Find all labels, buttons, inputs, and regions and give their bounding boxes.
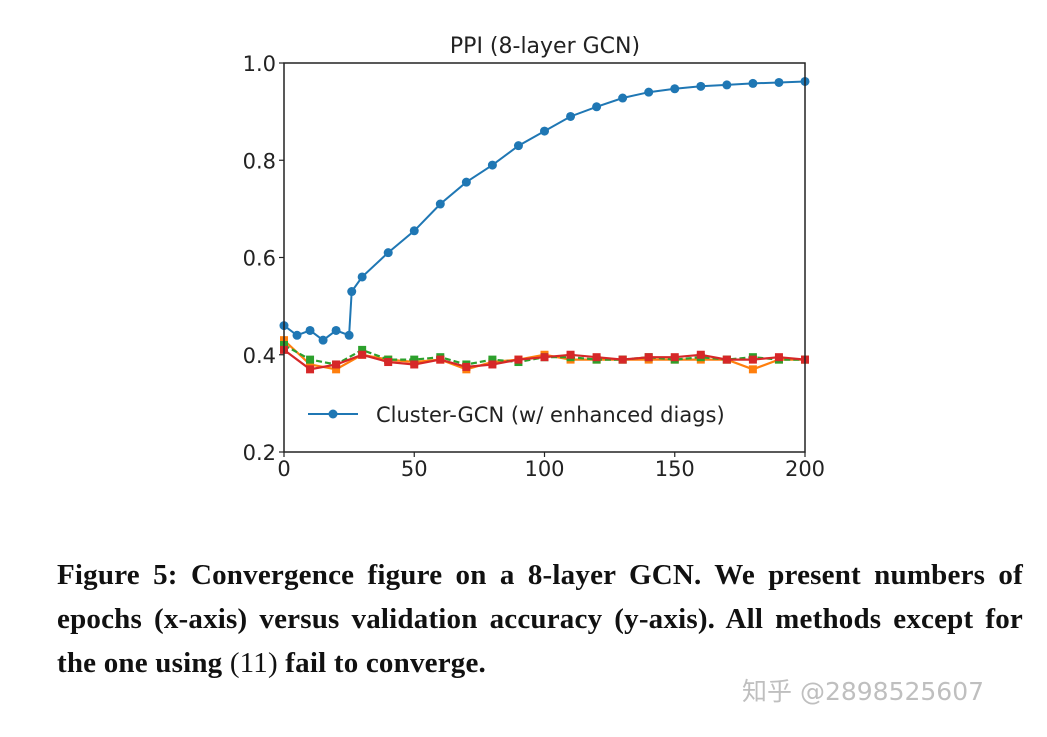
y-axis: 0.2 0.4 0.6 0.8 1.0 <box>243 52 284 465</box>
x-tick-label: 100 <box>524 457 564 481</box>
data-point <box>513 141 523 151</box>
y-tick-label: 0.8 <box>243 149 276 173</box>
legend-label: Cluster-GCN (w/ enhanced diags) <box>376 403 725 427</box>
watermark: 知乎 @2898525607 <box>742 677 985 706</box>
data-point <box>436 355 445 364</box>
data-point <box>488 355 497 364</box>
data-point <box>696 81 706 91</box>
x-tick-label: 200 <box>785 457 825 481</box>
data-point <box>696 350 705 359</box>
data-point <box>540 126 549 136</box>
data-point <box>409 226 419 236</box>
data-point <box>566 111 576 121</box>
x-tick-label: 50 <box>401 457 428 481</box>
data-point <box>332 360 341 369</box>
plot-area <box>279 76 810 374</box>
data-point <box>487 160 497 170</box>
data-point <box>358 350 367 359</box>
data-point <box>722 80 732 90</box>
data-point <box>748 78 758 88</box>
chart-title: PPI (8-layer GCN) <box>450 34 640 59</box>
data-point <box>383 248 393 258</box>
y-tick-label: 0.6 <box>243 247 276 271</box>
figure-caption: Figure 5: Convergence figure on a 8-laye… <box>57 553 1023 685</box>
data-point <box>644 87 654 97</box>
x-axis: 0 50 100 150 200 <box>277 452 825 481</box>
data-point <box>618 93 628 103</box>
data-point <box>306 355 315 364</box>
data-point <box>774 77 784 87</box>
data-point <box>488 360 497 369</box>
x-tick-label: 0 <box>277 457 290 481</box>
data-point <box>592 353 601 362</box>
caption-equation-ref: (11) <box>229 647 278 679</box>
plot-frame <box>283 62 806 453</box>
y-tick-label: 1.0 <box>243 52 276 76</box>
data-point <box>722 355 731 364</box>
data-point <box>292 330 302 340</box>
data-point <box>670 84 680 94</box>
data-point <box>358 345 367 354</box>
data-point <box>462 362 471 371</box>
data-point <box>618 355 627 364</box>
data-point <box>566 350 575 359</box>
data-point <box>332 365 341 374</box>
x-tick-label: 150 <box>655 457 695 481</box>
data-point <box>644 353 653 362</box>
data-point <box>514 355 523 364</box>
data-point <box>344 330 354 340</box>
data-point <box>306 365 315 374</box>
caption-text: Figure 5: Convergence figure on a 8-laye… <box>57 559 1023 679</box>
data-point <box>384 358 393 367</box>
data-point <box>357 272 367 282</box>
data-point <box>670 353 679 362</box>
data-point <box>410 355 419 364</box>
data-point <box>540 353 549 362</box>
data-point <box>774 353 783 362</box>
data-point <box>748 355 757 364</box>
data-point <box>305 325 315 335</box>
series-line-0 <box>283 80 806 342</box>
data-point <box>461 177 471 187</box>
data-point <box>748 365 757 374</box>
data-point <box>331 325 341 335</box>
chart: PPI (8-layer GCN) 0.2 0.4 0.6 0.8 1.0 0 50 100… <box>243 34 825 481</box>
y-tick-label: 0.2 <box>243 441 276 465</box>
data-point <box>410 360 419 369</box>
legend-marker <box>328 409 338 419</box>
data-point <box>435 199 445 209</box>
data-point <box>592 102 602 112</box>
data-point <box>318 335 328 345</box>
data-point <box>347 287 357 297</box>
y-tick-label: 0.4 <box>243 344 276 368</box>
data-point <box>306 360 315 369</box>
legend: Cluster-GCN (w/ enhanced diags) <box>308 403 725 427</box>
caption-tail: fail to converge. <box>277 647 487 679</box>
